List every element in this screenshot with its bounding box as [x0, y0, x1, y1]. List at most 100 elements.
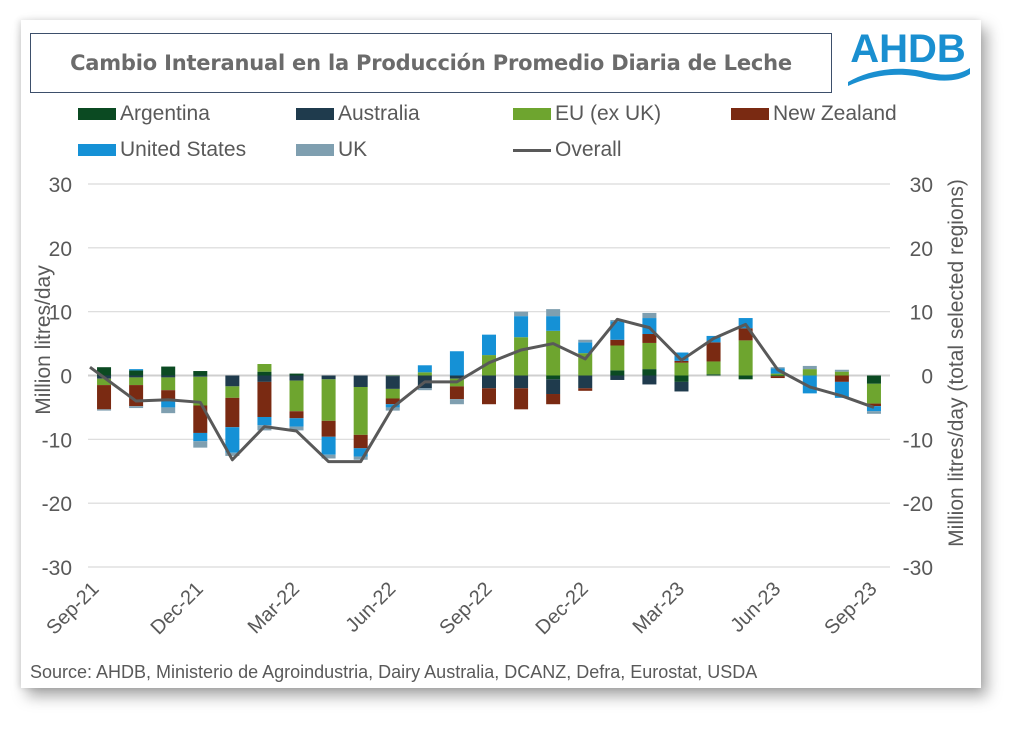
bar-australia: [674, 381, 689, 392]
bar-united_states: [321, 436, 336, 455]
y-tick-label-left: 30: [49, 174, 72, 197]
bar-uk: [514, 311, 529, 317]
bar-eu: [546, 330, 561, 376]
bar-new_zealand: [385, 398, 400, 405]
bar-eu: [834, 371, 849, 376]
legend-swatch-uk: [296, 144, 334, 156]
bar-new_zealand: [674, 360, 689, 363]
x-axis: Sep-21 Dec-21 Mar-22 Jun-22 Sep-22 Dec-22 Mar-…: [42, 578, 881, 639]
legend-label: EU (ex UK): [555, 102, 662, 125]
y-tick-label-left: 20: [49, 238, 72, 261]
bar-argentina: [866, 375, 881, 384]
bar-australia: [321, 375, 336, 380]
bar-united_states: [514, 316, 529, 338]
bar-argentina: [161, 366, 176, 376]
bar-eu: [514, 337, 529, 376]
bar-united_states: [289, 418, 304, 427]
x-tick-label: Sep-21: [42, 578, 103, 639]
bar-eu: [642, 342, 657, 370]
bar-united_states: [161, 399, 176, 408]
y-tick-label-right: -20: [903, 493, 933, 516]
legend-swatch-united-states: [78, 144, 116, 156]
bar-argentina: [738, 375, 753, 380]
bar-united_states: [449, 351, 464, 376]
y-tick-label-right: 0: [921, 366, 933, 389]
bar-new_zealand: [193, 405, 208, 433]
bar-united_states: [193, 432, 208, 442]
bar-new_zealand: [642, 334, 657, 343]
bar-new_zealand: [289, 411, 304, 419]
bar-argentina: [546, 375, 561, 380]
bar-eu: [129, 377, 144, 386]
gridlines: [88, 183, 890, 568]
bar-united_states: [353, 448, 368, 457]
y-tick-label-right: -10: [903, 429, 933, 452]
bar-new_zealand: [353, 434, 368, 449]
bar-argentina: [674, 375, 689, 382]
bar-australia: [385, 376, 400, 389]
y-axis-left: 30 20 10 0 -10 -20 -30: [42, 174, 72, 580]
bar-united_states: [866, 406, 881, 412]
bar-australia: [257, 375, 272, 382]
bar-new_zealand: [257, 381, 272, 417]
bar-united_states: [674, 352, 689, 361]
wave-icon: [848, 68, 970, 86]
bar-new_zealand: [610, 339, 625, 346]
source-note: Source: AHDB, Ministerio de Agroindustri…: [30, 662, 758, 682]
bar-uk: [193, 441, 208, 448]
overall-series-line: [89, 317, 875, 464]
legend-item-uk: UK: [296, 138, 367, 162]
legend-label: Australia: [338, 102, 420, 125]
bar-united_states: [225, 427, 240, 453]
bar-argentina: [642, 369, 657, 376]
bar-new_zealand: [97, 385, 112, 410]
bar-eu: [353, 386, 368, 435]
bar-eu: [193, 376, 208, 406]
bar-eu: [161, 377, 176, 391]
bar-australia: [546, 379, 561, 395]
bar-new_zealand: [706, 342, 721, 362]
bar-argentina: [610, 370, 625, 376]
bar-new_zealand: [546, 394, 561, 405]
legend-item-australia: Australia: [296, 102, 420, 126]
legend-swatch-argentina: [78, 108, 116, 120]
bar-eu: [97, 378, 112, 386]
bar-new_zealand: [225, 397, 240, 428]
bar-eu: [706, 361, 721, 375]
bar-eu: [417, 372, 432, 376]
y-tick-label-left: 10: [49, 302, 72, 325]
bars: [97, 309, 881, 460]
legend-item-overall: Overall: [513, 138, 622, 162]
bar-new_zealand: [514, 388, 529, 410]
bar-uk: [417, 388, 432, 391]
bar-australia: [161, 375, 176, 378]
bar-argentina: [770, 375, 785, 377]
legend-label: UK: [338, 138, 368, 161]
bar-uk: [642, 312, 657, 319]
bar-australia: [225, 375, 240, 387]
y-tick-label-left: -30: [42, 557, 72, 580]
bar-eu: [321, 379, 336, 421]
bar-eu: [866, 383, 881, 404]
x-tick-label: Dec-22: [532, 578, 593, 639]
overall-line: [89, 317, 875, 464]
bar-australia: [289, 375, 304, 381]
bar-eu: [802, 369, 817, 376]
chart-title: Cambio Interanual en la Producción Prome…: [70, 51, 792, 75]
bar-eu: [257, 364, 272, 372]
bar-united_states: [257, 416, 272, 426]
bar-united_states: [417, 365, 432, 373]
y-axis-right: 30 20 10 0 -10 -20 -30: [903, 174, 933, 580]
bar-uk: [161, 407, 176, 414]
legend-item-eu: EU (ex UK): [513, 102, 661, 126]
bar-uk: [321, 454, 336, 459]
legend-swatch-australia: [296, 108, 334, 120]
legend-label: Overall: [555, 138, 622, 161]
bar-united_states: [482, 334, 496, 356]
legend-label: New Zealand: [773, 102, 897, 125]
x-tick-label: Mar-22: [244, 578, 304, 638]
bar-eu: [674, 362, 689, 376]
bar-argentina: [97, 367, 112, 376]
bar-argentina: [193, 371, 208, 376]
